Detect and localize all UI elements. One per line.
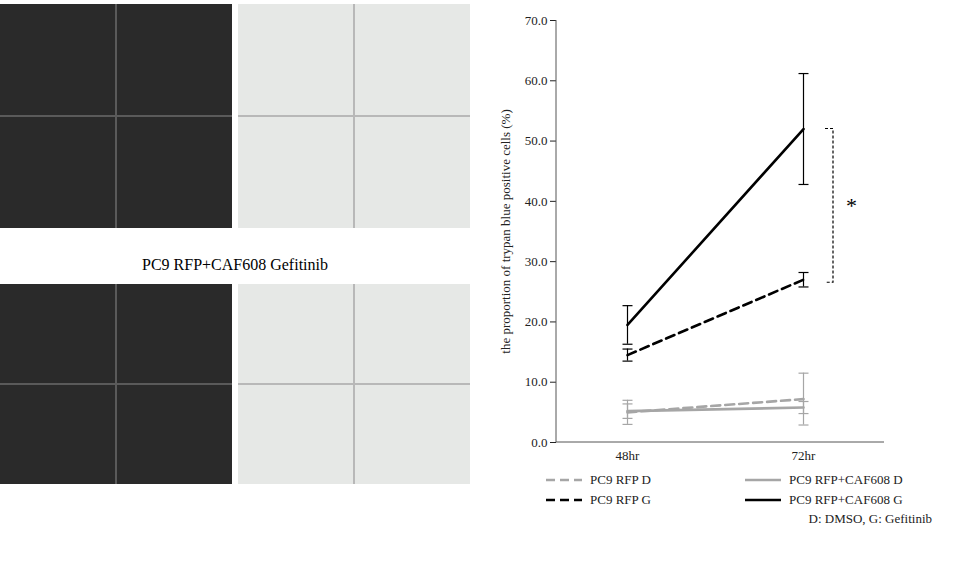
html-text:PC9 RFP D: PC9 RFP D xyxy=(590,472,651,487)
svg-text:20.0: 20.0 xyxy=(525,314,548,329)
html-text:PC9 RFP+CAF608 D: PC9 RFP+CAF608 D xyxy=(789,472,903,487)
svg-text:48hr: 48hr xyxy=(616,448,641,463)
svg-text:70.0: 70.0 xyxy=(525,13,548,28)
svg-text:30.0: 30.0 xyxy=(525,254,548,269)
svg-text:40.0: 40.0 xyxy=(525,194,548,209)
svg-text:50.0: 50.0 xyxy=(525,133,548,148)
svg-text:PC9 RFP+CAF608 Gefitinib: PC9 RFP+CAF608 Gefitinib xyxy=(142,256,328,273)
svg-text:60.0: 60.0 xyxy=(525,73,548,88)
svg-text:*: * xyxy=(846,193,857,218)
svg-text:the proportion of trypan blue: the proportion of trypan blue positive c… xyxy=(498,109,513,353)
html-text:PC9 RFP+CAF608 G: PC9 RFP+CAF608 G xyxy=(789,492,903,507)
svg-text:0.0: 0.0 xyxy=(531,435,547,450)
html-text:D: DMSO, G: Gefitinib: D: DMSO, G: Gefitinib xyxy=(808,511,932,526)
html-text:PC9 RFP G: PC9 RFP G xyxy=(590,492,651,507)
svg-text:10.0: 10.0 xyxy=(525,374,548,389)
svg-text:72hr: 72hr xyxy=(792,448,817,463)
